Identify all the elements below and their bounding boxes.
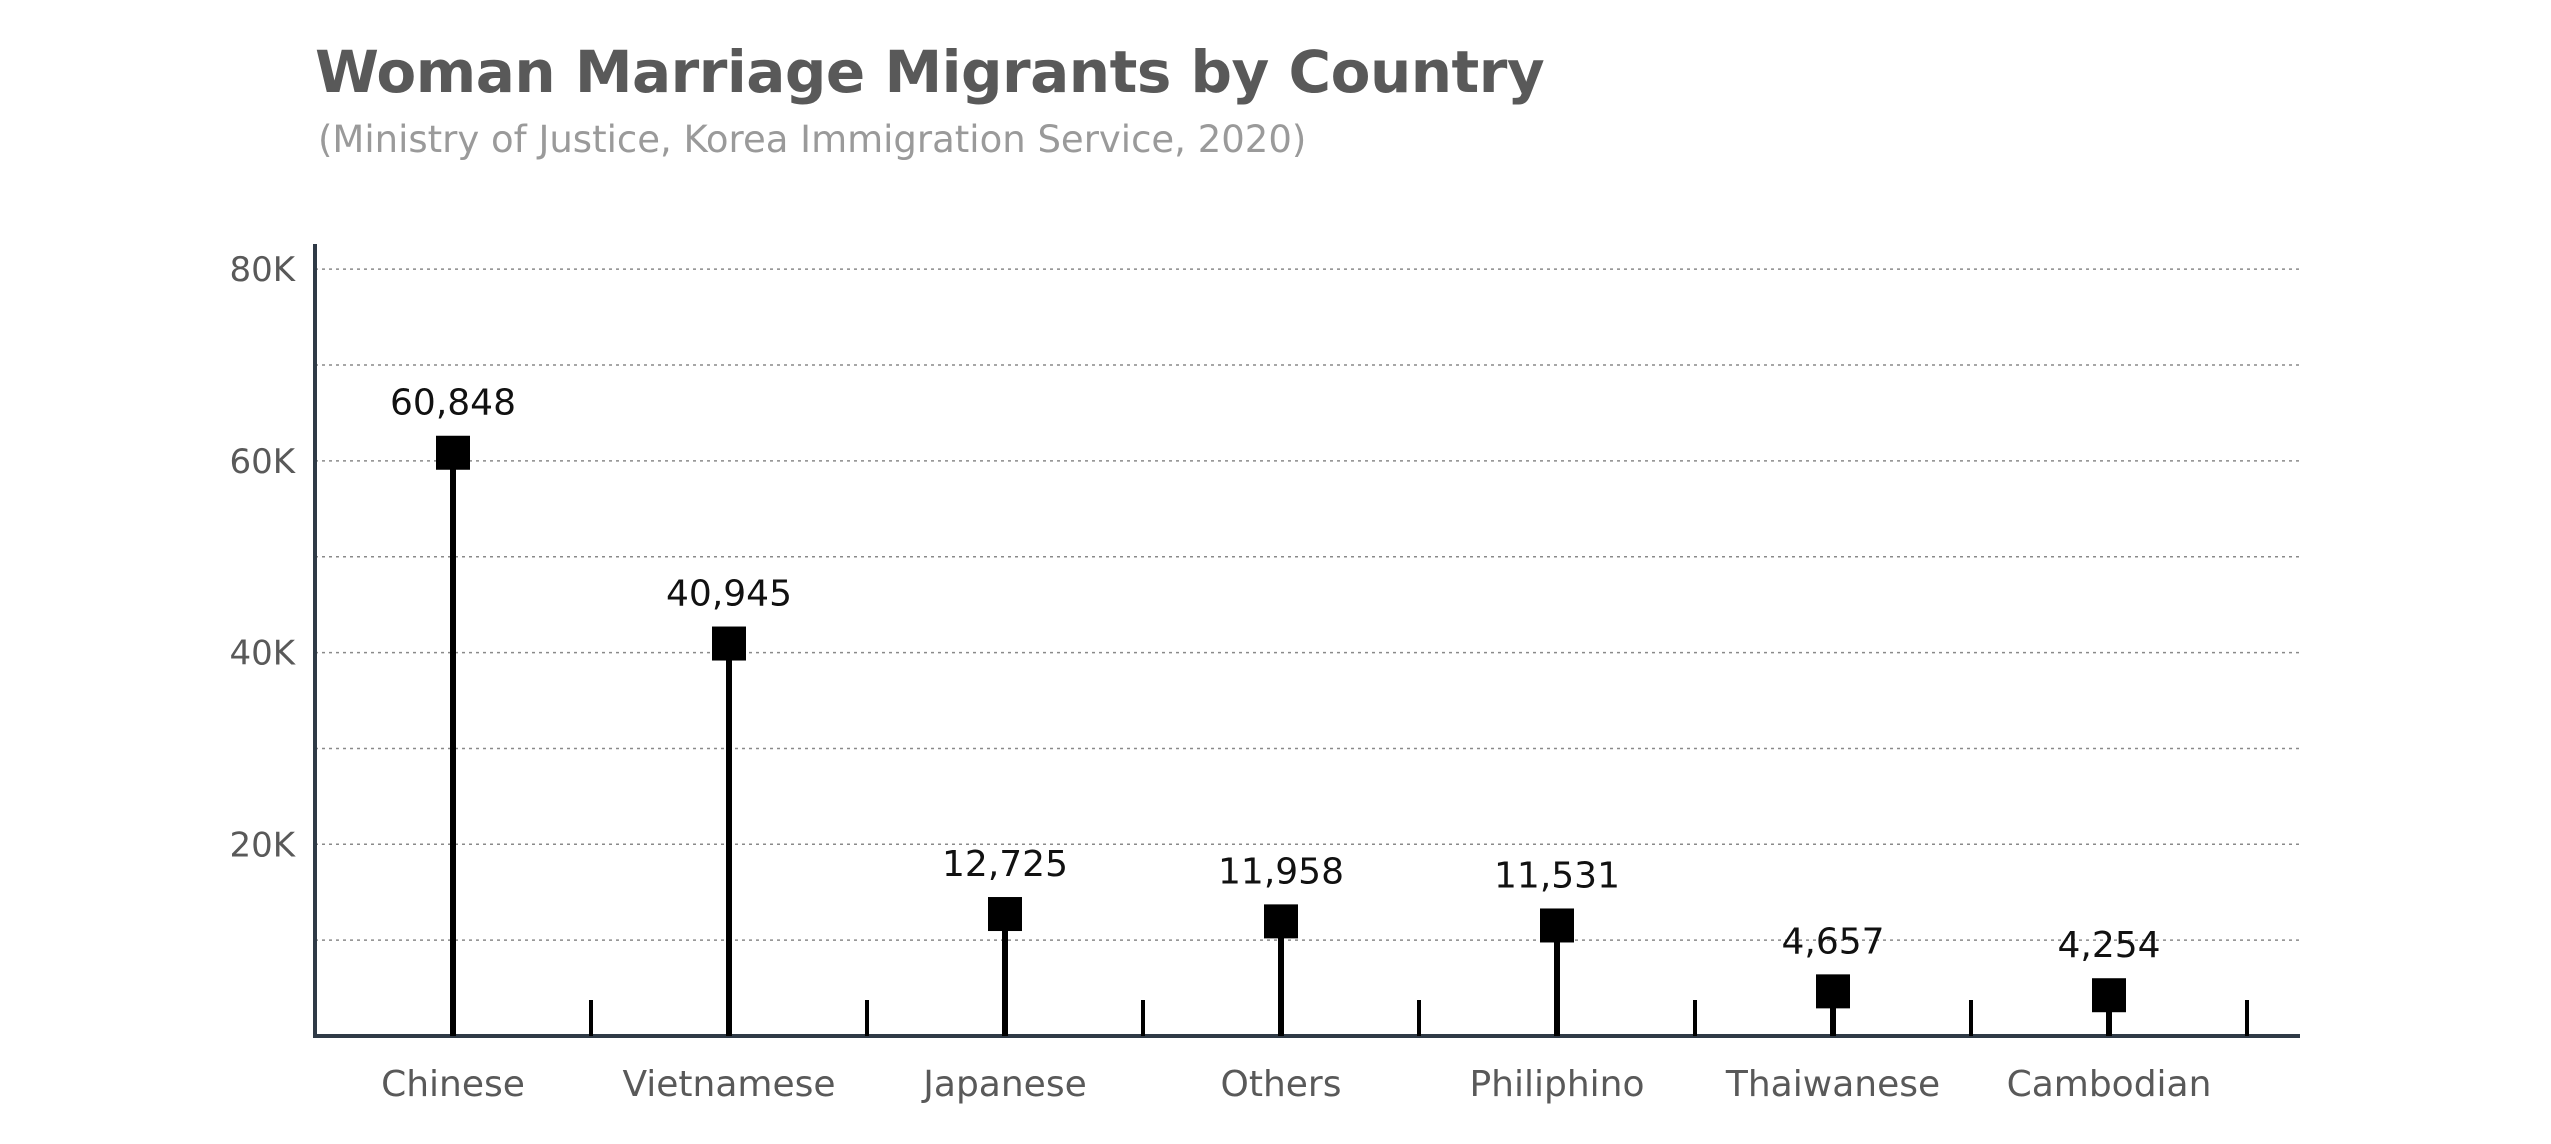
lollipop-marker bbox=[988, 897, 1022, 932]
lollipop-marker bbox=[712, 626, 746, 661]
data-label: 40,945 bbox=[666, 574, 792, 615]
data-label: 4,657 bbox=[1781, 921, 1884, 962]
x-tick-label: Chinese bbox=[381, 1064, 525, 1105]
chart-title: Woman Marriage Migrants by Country bbox=[315, 38, 1545, 106]
x-tick-label: Philiphino bbox=[1469, 1064, 1644, 1105]
data-label: 11,531 bbox=[1494, 855, 1620, 896]
x-tick-label: Cambodian bbox=[2007, 1064, 2212, 1105]
data-label: 60,848 bbox=[390, 383, 516, 424]
lollipop-marker bbox=[2092, 978, 2126, 1013]
lollipop-marker bbox=[1816, 974, 1850, 1009]
x-tick-label: Thaiwanese bbox=[1725, 1064, 1940, 1105]
y-tick-label: 20K bbox=[229, 825, 296, 865]
lollipop-marker bbox=[1264, 904, 1298, 939]
chart-subtitle: (Ministry of Justice, Korea Immigration … bbox=[318, 118, 1307, 161]
y-tick-label: 40K bbox=[229, 634, 296, 674]
x-tick-label: Others bbox=[1221, 1064, 1342, 1105]
lollipop-marker bbox=[1540, 908, 1574, 943]
lollipop-marker bbox=[436, 435, 470, 470]
x-tick-label: Japanese bbox=[921, 1064, 1086, 1105]
x-tick-label: Vietnamese bbox=[622, 1064, 835, 1105]
data-label: 11,958 bbox=[1218, 851, 1344, 892]
y-tick-label: 80K bbox=[229, 250, 296, 290]
y-tick-label: 60K bbox=[229, 442, 296, 482]
data-label: 4,254 bbox=[2057, 925, 2160, 966]
data-label: 12,725 bbox=[942, 844, 1068, 885]
